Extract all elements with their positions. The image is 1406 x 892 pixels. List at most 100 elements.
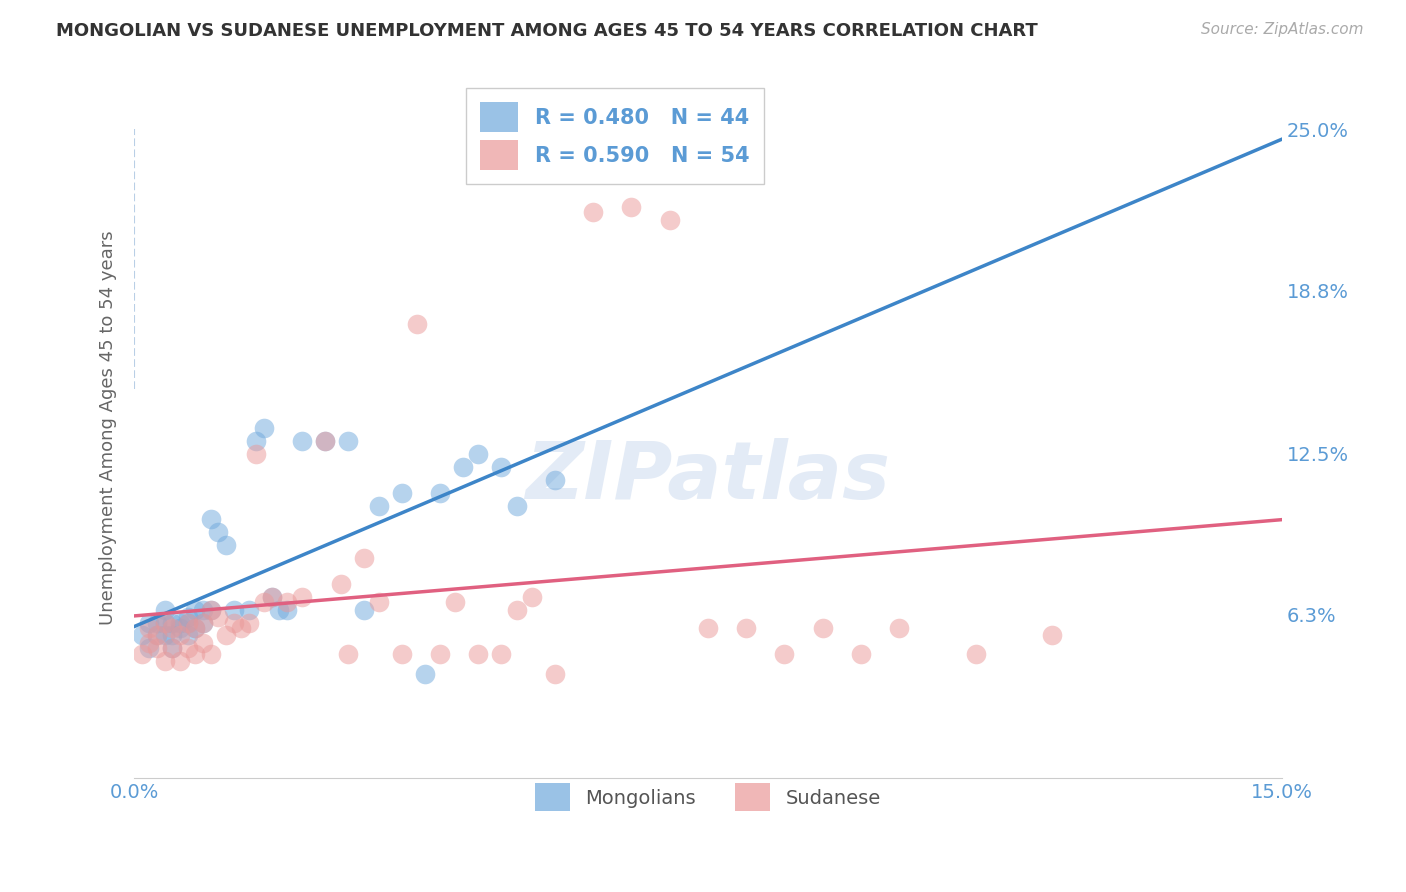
Point <box>245 447 267 461</box>
Point <box>491 647 513 661</box>
Point <box>176 628 198 642</box>
Point <box>505 602 527 616</box>
Point <box>849 647 872 661</box>
Point <box>200 602 222 616</box>
Point <box>184 647 207 661</box>
Point <box>811 621 834 635</box>
Point <box>184 602 207 616</box>
Point <box>1040 628 1063 642</box>
Point <box>889 621 911 635</box>
Point <box>451 459 474 474</box>
Point <box>429 647 451 661</box>
Point <box>314 434 336 448</box>
Point <box>620 200 643 214</box>
Point <box>162 621 184 635</box>
Point <box>146 641 169 656</box>
Point <box>353 550 375 565</box>
Point <box>367 595 389 609</box>
Text: ZIPatlas: ZIPatlas <box>526 438 890 516</box>
Point <box>162 628 184 642</box>
Point <box>138 636 160 650</box>
Point <box>153 615 176 630</box>
Point <box>169 621 191 635</box>
Point <box>184 621 207 635</box>
Point <box>207 610 229 624</box>
Point <box>200 602 222 616</box>
Point <box>146 628 169 642</box>
Point <box>176 610 198 624</box>
Text: MONGOLIAN VS SUDANESE UNEMPLOYMENT AMONG AGES 45 TO 54 YEARS CORRELATION CHART: MONGOLIAN VS SUDANESE UNEMPLOYMENT AMONG… <box>56 22 1038 40</box>
Point <box>337 647 360 661</box>
Point <box>222 615 245 630</box>
Point <box>391 647 413 661</box>
Point <box>131 628 153 642</box>
Point <box>353 602 375 616</box>
Point <box>131 647 153 661</box>
Point <box>429 485 451 500</box>
Point <box>544 667 567 681</box>
Point <box>291 434 314 448</box>
Point <box>238 602 260 616</box>
Point <box>176 615 198 630</box>
Point <box>222 602 245 616</box>
Point <box>153 615 176 630</box>
Point <box>329 576 352 591</box>
Point <box>169 615 191 630</box>
Point <box>253 595 276 609</box>
Point <box>231 621 253 635</box>
Point <box>544 473 567 487</box>
Point <box>314 434 336 448</box>
Point <box>367 499 389 513</box>
Point <box>169 628 191 642</box>
Point <box>276 602 298 616</box>
Point <box>260 590 283 604</box>
Point <box>215 628 238 642</box>
Point <box>467 447 489 461</box>
Point <box>138 621 160 635</box>
Point <box>276 595 298 609</box>
Point <box>697 621 720 635</box>
Point <box>200 647 222 661</box>
Point <box>413 667 436 681</box>
Point <box>200 511 222 525</box>
Point <box>146 615 169 630</box>
Point <box>269 602 291 616</box>
Point <box>491 459 513 474</box>
Point <box>291 590 314 604</box>
Point <box>245 434 267 448</box>
Point <box>505 499 527 513</box>
Point <box>162 641 184 656</box>
Point <box>138 615 160 630</box>
Point <box>467 647 489 661</box>
Point <box>191 615 214 630</box>
Point <box>162 615 184 630</box>
Point <box>162 641 184 656</box>
Point <box>191 602 214 616</box>
Y-axis label: Unemployment Among Ages 45 to 54 years: Unemployment Among Ages 45 to 54 years <box>100 230 117 625</box>
Point <box>191 615 214 630</box>
Point <box>658 213 681 227</box>
Point <box>153 602 176 616</box>
Point <box>153 655 176 669</box>
Point <box>146 628 169 642</box>
Point <box>207 524 229 539</box>
Point <box>176 615 198 630</box>
Point <box>444 595 467 609</box>
Point <box>337 434 360 448</box>
Point <box>582 205 605 219</box>
Point <box>391 485 413 500</box>
Point <box>735 621 758 635</box>
Point <box>184 621 207 635</box>
Point <box>138 641 160 656</box>
Point <box>238 615 260 630</box>
Legend: Mongolians, Sudanese: Mongolians, Sudanese <box>522 770 894 824</box>
Text: Source: ZipAtlas.com: Source: ZipAtlas.com <box>1201 22 1364 37</box>
Point <box>406 317 429 331</box>
Point <box>965 647 987 661</box>
Point <box>169 655 191 669</box>
Point <box>153 628 176 642</box>
Point <box>253 421 276 435</box>
Point <box>176 641 198 656</box>
Point <box>191 636 214 650</box>
Point <box>520 590 543 604</box>
